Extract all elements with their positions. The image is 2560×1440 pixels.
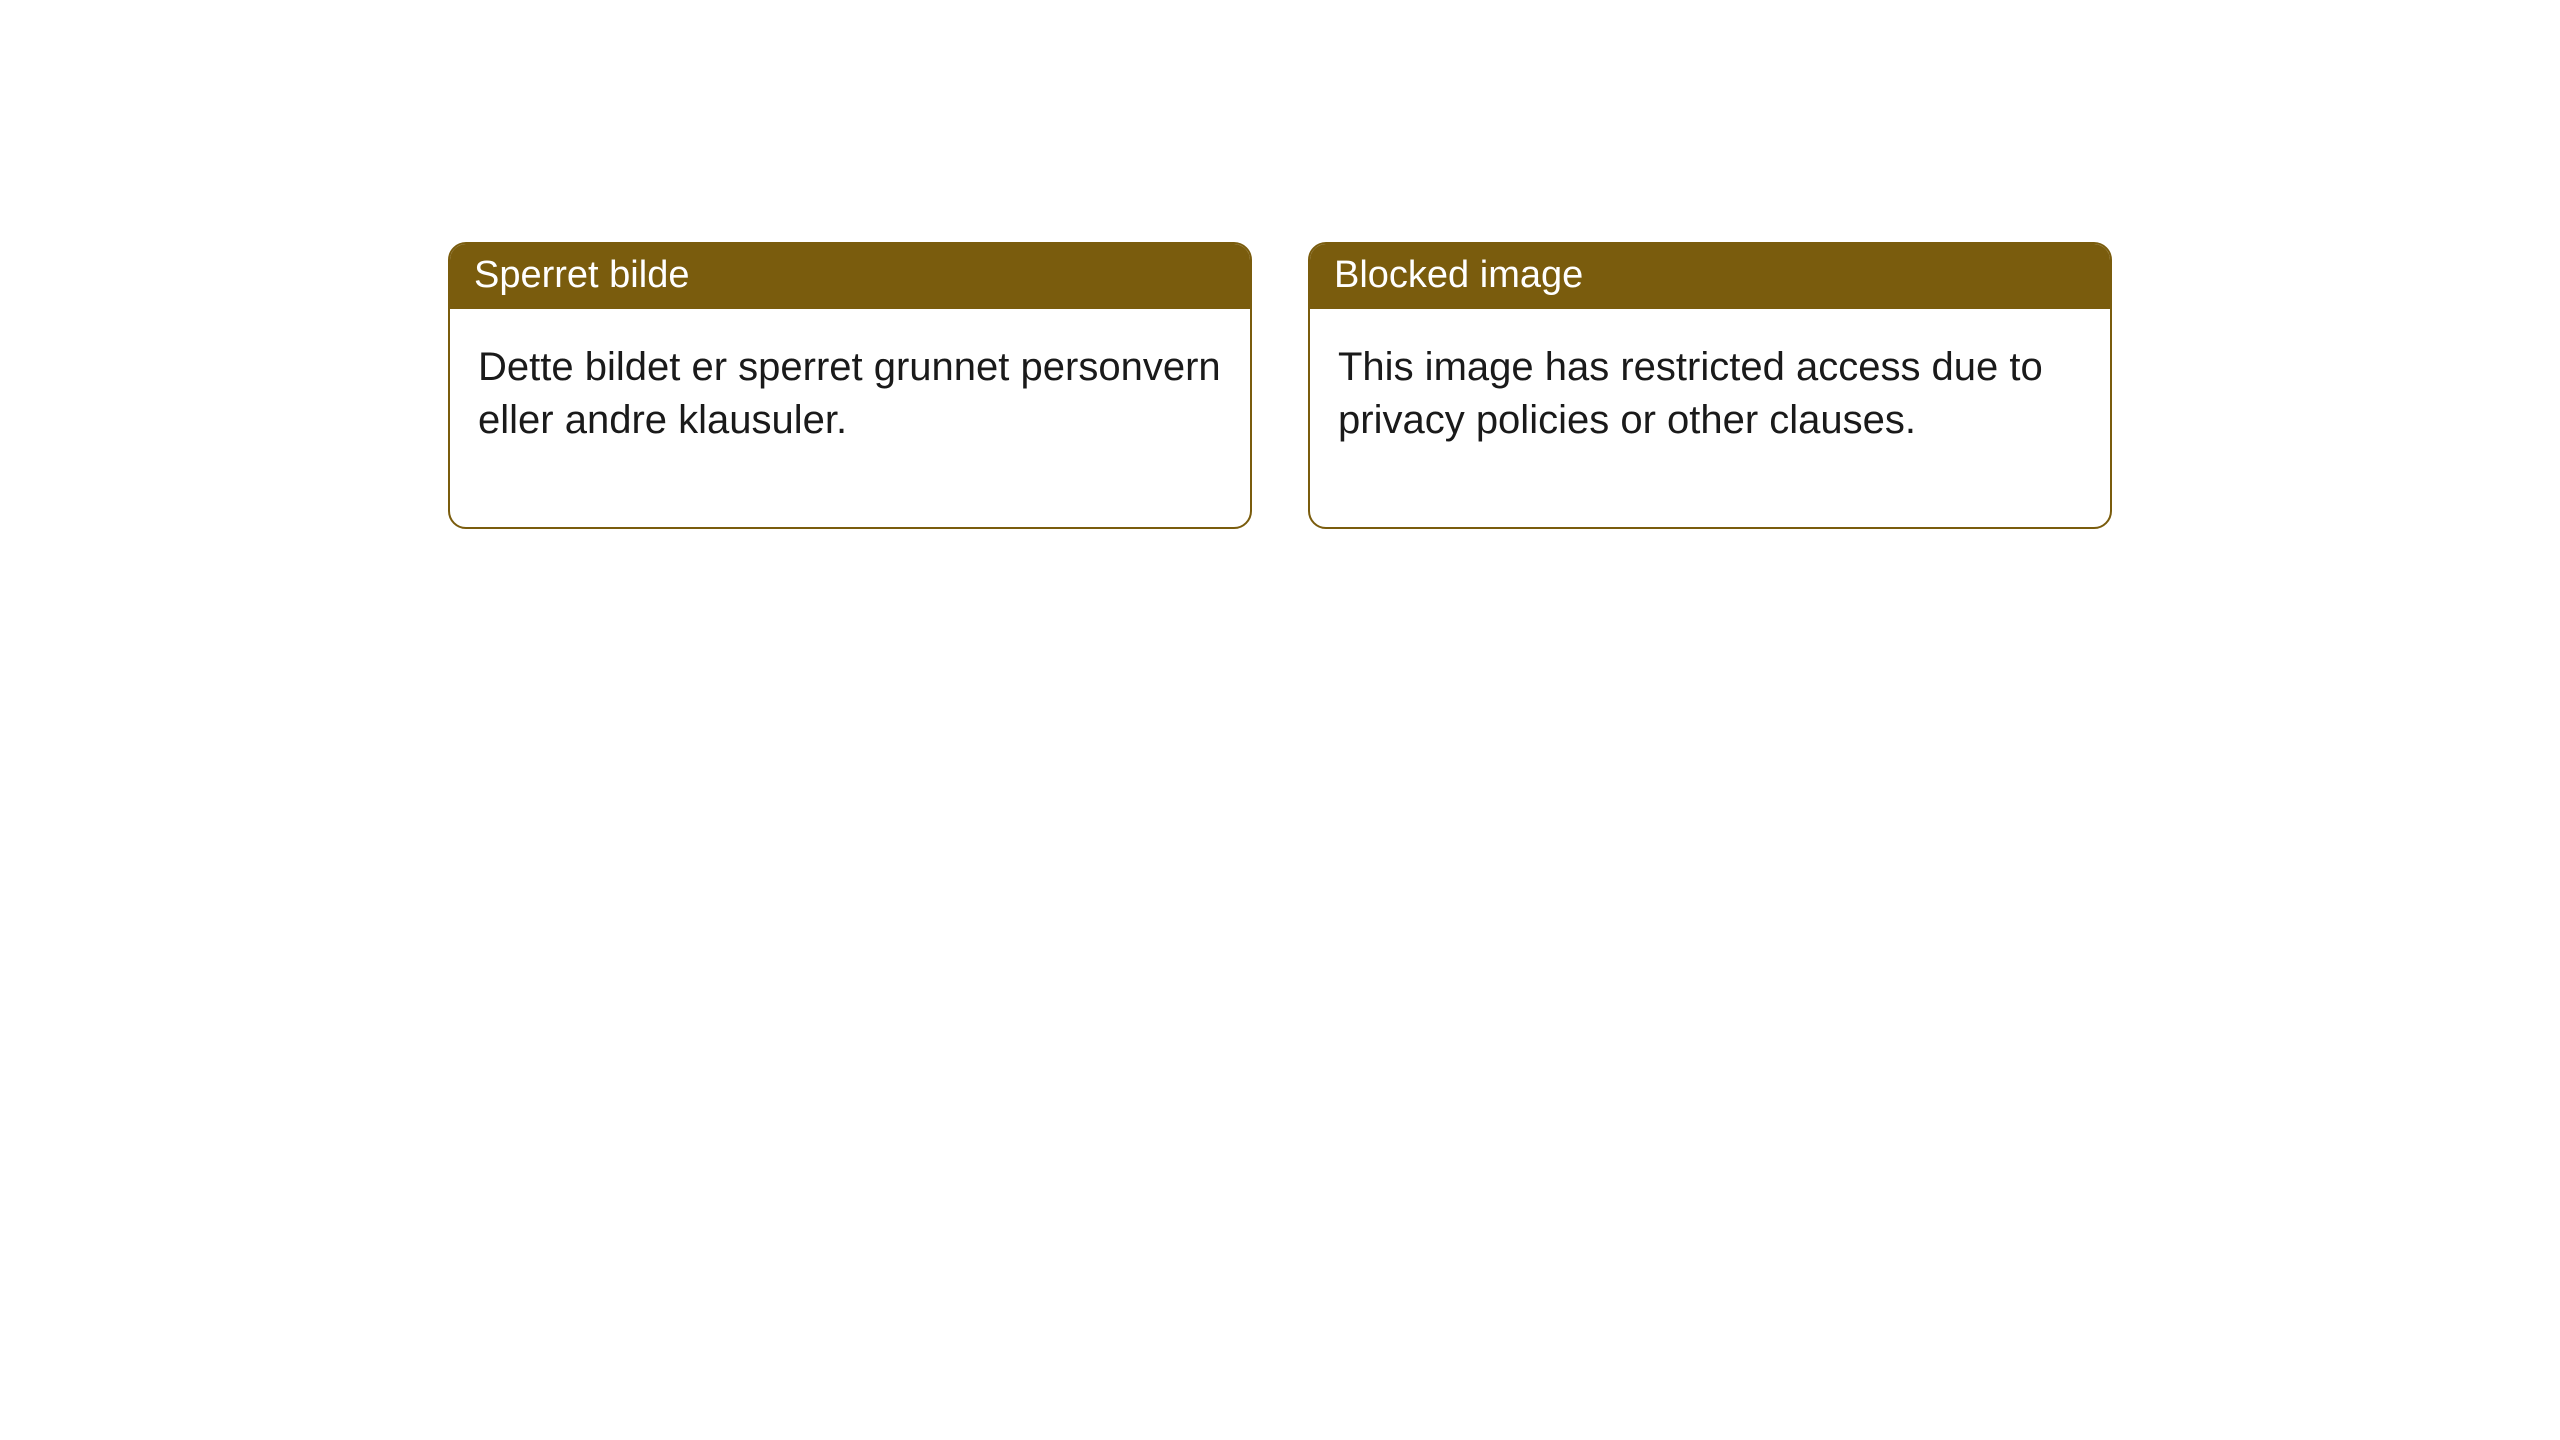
notice-container: Sperret bilde Dette bildet er sperret gr… (0, 0, 2560, 529)
notice-card-title-english: Blocked image (1310, 244, 2110, 309)
notice-card-english: Blocked image This image has restricted … (1308, 242, 2112, 529)
notice-card-norwegian: Sperret bilde Dette bildet er sperret gr… (448, 242, 1252, 529)
notice-card-title-norwegian: Sperret bilde (450, 244, 1250, 309)
notice-card-body-norwegian: Dette bildet er sperret grunnet personve… (450, 309, 1250, 527)
notice-card-body-english: This image has restricted access due to … (1310, 309, 2110, 527)
